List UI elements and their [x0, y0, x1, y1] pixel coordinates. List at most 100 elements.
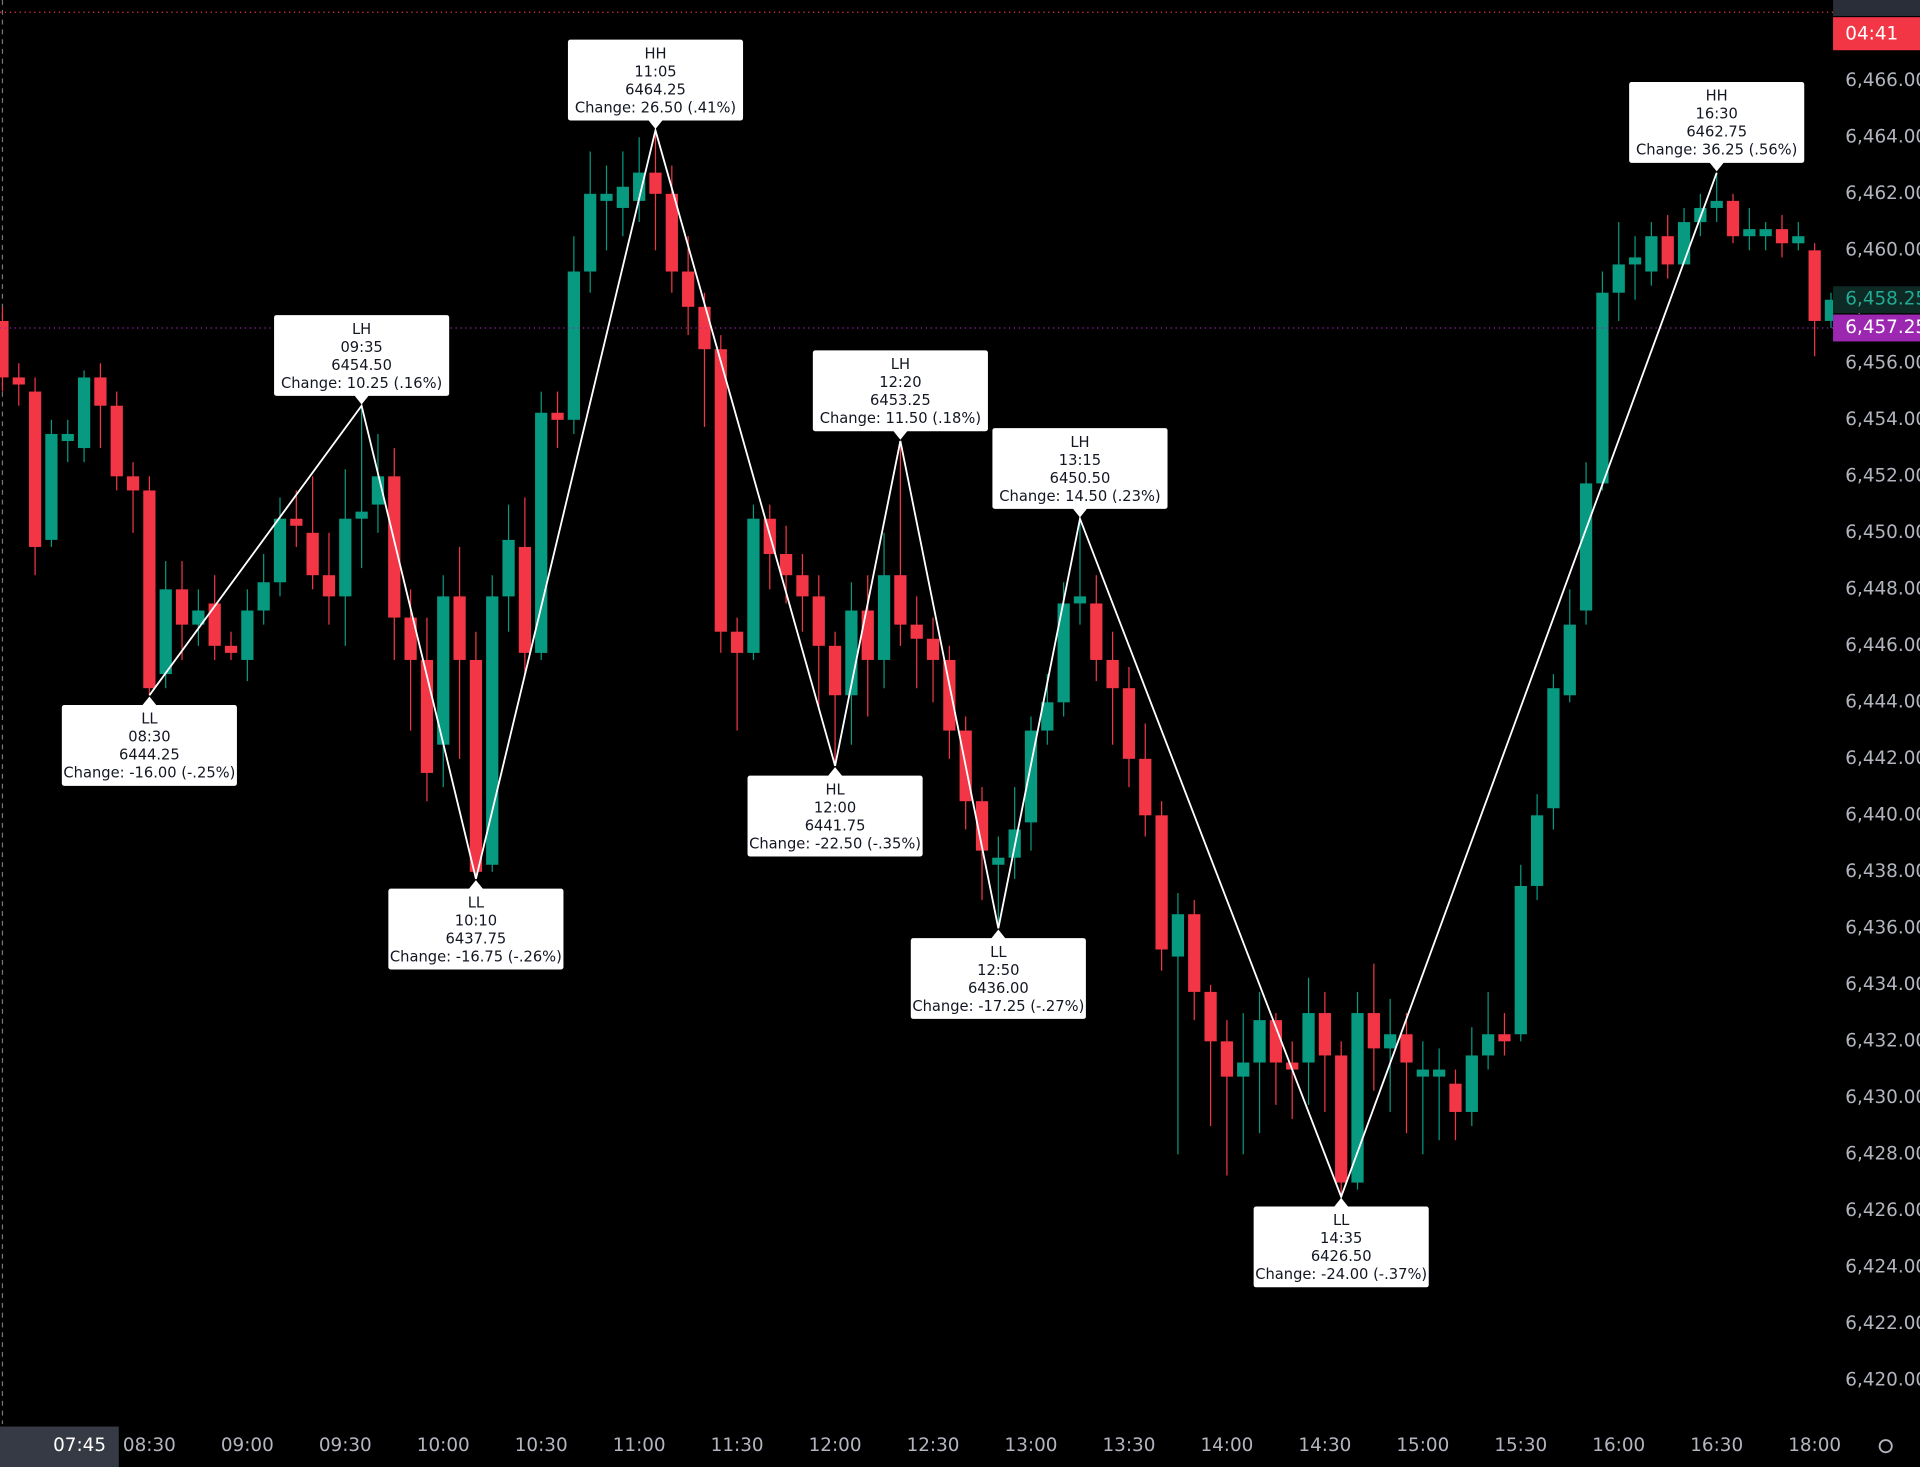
candle-body: [779, 554, 793, 576]
candle-body: [1482, 1034, 1495, 1056]
y-tick-label: 6,454.00: [1845, 409, 1920, 430]
y-tick-label: 6,436.00: [1845, 917, 1920, 938]
settings-icon[interactable]: [1878, 1439, 1893, 1454]
pivot-pointer: [893, 430, 908, 440]
candle-body: [0, 320, 9, 378]
pivot-change: Change: 14.50 (.23%): [999, 488, 1160, 505]
candle-body: [584, 193, 597, 272]
y-tick-label: 6,440.00: [1845, 804, 1920, 825]
candle-body: [241, 610, 254, 660]
candle-body: [1808, 250, 1821, 321]
candle-body: [77, 377, 91, 449]
candle-body: [110, 405, 123, 477]
pivot-pointer: [827, 767, 843, 777]
candle-body: [1449, 1083, 1462, 1112]
pivot-tag: HH: [1706, 88, 1728, 105]
candle-body: [1530, 815, 1544, 886]
candle-body: [1188, 914, 1201, 992]
candle-body: [894, 575, 907, 625]
y-tick-label: 6,428.00: [1845, 1143, 1920, 1164]
pivot-pointer: [990, 929, 1006, 939]
pivot-change: Change: 36.25 (.56%): [1636, 142, 1797, 159]
candle-body: [1416, 1069, 1429, 1077]
y-tick-label: 6,430.00: [1845, 1087, 1920, 1108]
candle-body: [1743, 229, 1756, 237]
candle-body: [910, 624, 923, 639]
candle-body: [224, 645, 238, 653]
candle-body: [143, 490, 156, 689]
pivot-box: [274, 315, 450, 396]
candle-body: [486, 596, 499, 865]
candle-body: [616, 186, 629, 208]
y-tick-label: 6,450.00: [1845, 522, 1920, 543]
candle-body: [208, 603, 221, 646]
x-tick-label: 10:30: [515, 1435, 568, 1456]
x-tick-label: 10:00: [417, 1435, 470, 1456]
pivot-pointer: [648, 119, 663, 130]
candle-body: [1318, 1013, 1331, 1056]
candle-body: [1041, 702, 1054, 731]
candle-body: [1775, 229, 1789, 244]
candle-body: [1628, 257, 1642, 265]
pivot-box: [747, 775, 923, 857]
pivot-change: Change: -16.75 (-.26%): [390, 948, 562, 965]
x-tick-label: 13:30: [1102, 1435, 1155, 1456]
candle-body: [1139, 758, 1152, 816]
candle-body: [175, 589, 189, 625]
x-tick-label: 18:00: [1788, 1435, 1841, 1456]
y-tick-label: 6,446.00: [1845, 635, 1920, 656]
candle-body: [698, 306, 711, 350]
candle-body: [453, 596, 466, 660]
x-tick-label: 12:30: [907, 1435, 960, 1456]
pivot-price: 6453.25: [870, 392, 931, 409]
candle-body: [502, 539, 515, 597]
candle-body: [992, 857, 1005, 865]
candle-body: [355, 511, 368, 519]
candle-body: [1106, 659, 1119, 689]
candle-body: [1286, 1062, 1299, 1070]
pivot-change: Change: -17.25 (-.27%): [912, 998, 1084, 1015]
candle-body: [1171, 914, 1185, 957]
pivot-time: 12:20: [879, 374, 921, 391]
y-tick-label: 6,420.00: [1845, 1369, 1920, 1390]
candle-body: [943, 659, 956, 731]
pivot-tag: LL: [990, 944, 1007, 961]
x-tick-label: 15:00: [1396, 1435, 1449, 1456]
pivot-time: 14:35: [1320, 1230, 1362, 1247]
y-tick-label: 6,422.00: [1845, 1313, 1920, 1334]
pivot-price: 6436.00: [968, 980, 1029, 997]
candle-body: [61, 433, 74, 442]
candle-body: [273, 518, 287, 583]
candle-body: [388, 476, 401, 618]
y-tick-label: 6,424.00: [1845, 1256, 1920, 1277]
candle-body: [45, 433, 58, 540]
pivot-time: 16:30: [1696, 106, 1738, 123]
candle-body: [649, 172, 662, 194]
pivot-box: [567, 39, 744, 121]
candle-body: [714, 349, 727, 632]
pivot-pointer: [1333, 1197, 1349, 1208]
pivot-price: 6462.75: [1686, 124, 1747, 141]
candle-body: [567, 271, 580, 420]
pivot-change: Change: -22.50 (-.35%): [749, 835, 921, 852]
candle-body: [404, 617, 417, 660]
candle-body: [1759, 229, 1772, 237]
candle-body: [290, 518, 303, 526]
candle-body: [1726, 200, 1740, 237]
candle-body: [1220, 1041, 1234, 1077]
candle-body: [1612, 264, 1625, 293]
y-tick-label: 6,464.00: [1845, 126, 1920, 147]
candle-body: [1514, 885, 1527, 1035]
candle-body: [1335, 1055, 1348, 1183]
candle-body: [1269, 1020, 1283, 1063]
candle-body: [828, 645, 842, 696]
x-tick-label: 11:00: [613, 1435, 666, 1456]
candle-body: [306, 532, 319, 576]
